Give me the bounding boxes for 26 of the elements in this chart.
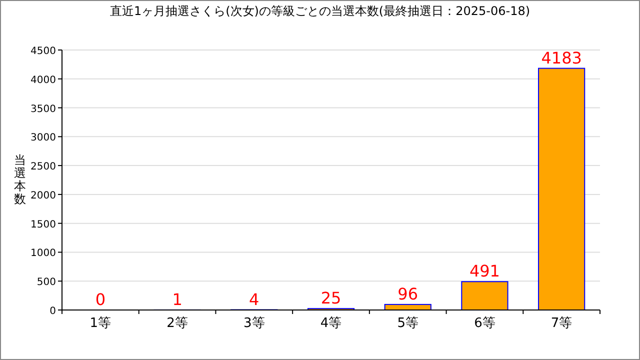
data-label: 4183: [541, 48, 582, 68]
y-tick-label: 0: [50, 306, 56, 317]
x-tick-label: 3等: [244, 316, 265, 331]
data-label: 96: [398, 284, 418, 304]
x-tick-label: 4等: [320, 316, 342, 331]
x-tick-label: 7等: [550, 316, 572, 331]
y-tick-label: 2000: [30, 190, 56, 202]
y-axis-title: 当選本数: [14, 153, 26, 206]
y-tick-label: 1500: [30, 219, 56, 230]
x-tick-label: 5等: [397, 316, 418, 331]
y-tick-label: 500: [36, 277, 56, 288]
x-tick-label: 6等: [474, 316, 496, 331]
data-label: 491: [469, 262, 500, 281]
data-label: 1: [172, 290, 182, 309]
data-label: 0: [95, 290, 106, 309]
y-tick-label: 3000: [30, 132, 56, 144]
y-tick-label: 4000: [30, 74, 56, 86]
x-tick-label: 2等: [166, 316, 188, 331]
y-tick-label: 2500: [30, 162, 56, 173]
y-tick-label: 4500: [30, 46, 56, 57]
y-tick-label: 1000: [30, 248, 56, 260]
chart-title: 直近1ヶ月抽選さくら(次女)の等級ごとの当選本数(最終抽選日：2025-06-18): [110, 4, 530, 18]
y-tick-label: 3500: [30, 104, 56, 115]
data-label: 25: [320, 288, 342, 308]
data-label: 4: [249, 290, 260, 309]
x-tick-label: 1等: [90, 316, 112, 331]
